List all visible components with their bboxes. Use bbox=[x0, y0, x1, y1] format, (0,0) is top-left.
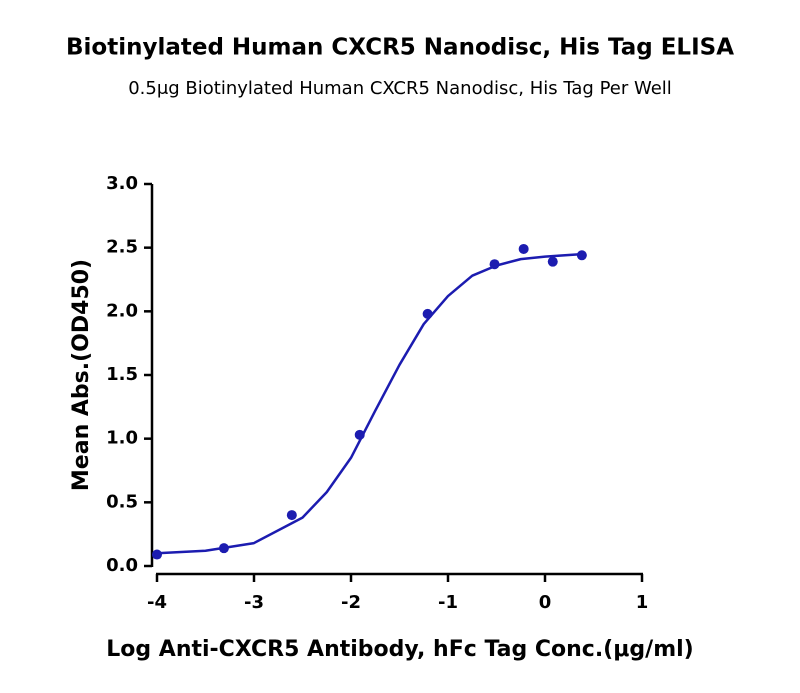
data-point bbox=[354, 429, 365, 440]
y-axis-label: Mean Abs.(OD450) bbox=[69, 259, 94, 491]
data-point bbox=[286, 510, 297, 521]
x-tick-label: -4 bbox=[147, 592, 167, 613]
y-tick-label: 0.5 bbox=[106, 491, 138, 512]
data-point bbox=[489, 259, 500, 270]
y-tick-label: 2.0 bbox=[106, 300, 138, 321]
data-point bbox=[547, 256, 558, 267]
x-axis-label: Log Anti-CXCR5 Antibody, hFc Tag Conc.(μ… bbox=[106, 637, 693, 662]
x-tick-label: 1 bbox=[636, 592, 649, 613]
chart-subtitle: 0.5μg Biotinylated Human CXCR5 Nanodisc,… bbox=[128, 78, 672, 99]
data-point bbox=[576, 250, 587, 261]
data-point bbox=[518, 243, 529, 254]
data-point bbox=[152, 549, 162, 560]
y-tick-label: 0.0 bbox=[106, 555, 138, 576]
x-tick-label: -2 bbox=[341, 592, 361, 613]
fit-curve bbox=[156, 252, 584, 555]
x-tick-label: 0 bbox=[539, 592, 552, 613]
y-tick-label: 2.5 bbox=[106, 237, 138, 258]
y-tick-label: 1.5 bbox=[106, 364, 138, 385]
data-point bbox=[422, 308, 433, 319]
y-tick-label: 3.0 bbox=[106, 173, 138, 194]
x-tick-label: -1 bbox=[438, 592, 458, 613]
y-tick-label: 1.0 bbox=[106, 428, 138, 449]
x-tick-label: -3 bbox=[244, 592, 264, 613]
chart-title: Biotinylated Human CXCR5 Nanodisc, His T… bbox=[66, 35, 734, 61]
data-point bbox=[218, 543, 229, 554]
